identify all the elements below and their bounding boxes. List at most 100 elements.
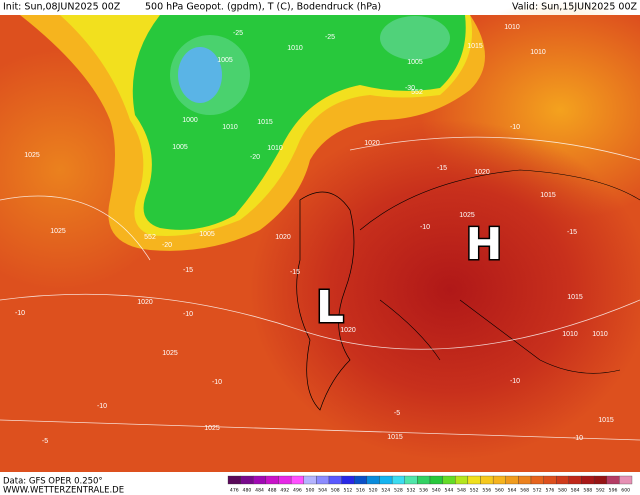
- init-time: Init: Sun,08JUN2025 00Z: [3, 2, 121, 13]
- colorbar-tick-label: 484: [255, 488, 264, 494]
- map-label: 1010: [222, 124, 238, 131]
- colorbar-cell: [619, 475, 633, 485]
- colorbar-tick-label: 588: [583, 488, 592, 494]
- colorbar-tick-label: 584: [571, 488, 580, 494]
- colorbar-cell: [354, 475, 368, 485]
- map-label: -20: [162, 242, 172, 249]
- colorbar-cell: [581, 475, 595, 485]
- map-label: -20: [250, 154, 260, 161]
- colorbar-tick-label: 480: [243, 488, 252, 494]
- colorbar-tick-label: 564: [508, 488, 517, 494]
- colorbar-tick-label: 548: [457, 488, 466, 494]
- map-label: -5: [394, 410, 400, 417]
- colorbar-tick-label: 556: [482, 488, 491, 494]
- colorbar-cell: [568, 475, 582, 485]
- map-label: 1005: [172, 144, 188, 151]
- colorbar-cell: [265, 475, 279, 485]
- colorbar-tick-label: 576: [546, 488, 555, 494]
- colorbar-tick-label: 560: [495, 488, 504, 494]
- map-label: -5: [42, 438, 48, 445]
- map-label: -15: [183, 267, 193, 274]
- map-label: -10: [510, 124, 520, 131]
- colorbar-cell: [404, 475, 418, 485]
- map-label: -10: [212, 379, 222, 386]
- colorbar-cell: [328, 475, 342, 485]
- colorbar-cell: [240, 475, 254, 485]
- colorbar-cell: [379, 475, 393, 485]
- high-pressure-marker: H: [466, 219, 503, 270]
- map-label: -25: [325, 34, 335, 41]
- map-label: 1000: [182, 117, 198, 124]
- colorbar-tick-label: 492: [280, 488, 289, 494]
- map-label: 1015: [257, 119, 273, 126]
- colorbar-tick-label: 540: [432, 488, 441, 494]
- map-label: -25: [233, 30, 243, 37]
- map-label: 1015: [567, 294, 583, 301]
- colorbar-cell: [556, 475, 570, 485]
- colorbar-tick-label: 532: [407, 488, 416, 494]
- map-label: 1020: [275, 234, 291, 241]
- colorbar-tick-label: 596: [609, 488, 618, 494]
- map-label: 1025: [459, 212, 475, 219]
- colorbar-cell: [442, 475, 456, 485]
- map-label: -10: [510, 378, 520, 385]
- map-label: 1020: [364, 140, 380, 147]
- colorbar-cell: [480, 475, 494, 485]
- colorbar-tick-label: 580: [558, 488, 567, 494]
- colorbar-cell: [606, 475, 620, 485]
- colorbar-cell: [316, 475, 330, 485]
- map-label: 1010: [530, 49, 546, 56]
- colorbar-cell: [391, 475, 405, 485]
- map-label: 1010: [592, 331, 608, 338]
- low-pressure-marker: L: [316, 282, 344, 333]
- colorbar-tick-label: 488: [268, 488, 277, 494]
- colorbar-cell: [593, 475, 607, 485]
- map-label: 1015: [540, 192, 556, 199]
- map-label: -10: [15, 310, 25, 317]
- map-label: -10: [183, 311, 193, 318]
- map-label: 1010: [287, 45, 303, 52]
- map-label: -30: [405, 85, 415, 92]
- map-label: -10: [573, 435, 583, 442]
- map-label: -10: [97, 403, 107, 410]
- map-label: 1015: [598, 417, 614, 424]
- colorbar-tick-label: 500: [306, 488, 315, 494]
- colorbar-tick-label: 536: [419, 488, 428, 494]
- data-source: Data: GFS OPER 0.250°: [3, 477, 103, 487]
- colorbar-tick-label: 572: [533, 488, 542, 494]
- colorbar-cell: [341, 475, 355, 485]
- colorbar-tick-label: 508: [331, 488, 340, 494]
- colorbar-cell: [492, 475, 506, 485]
- colorbar-cell: [290, 475, 304, 485]
- map-label: 1025: [162, 350, 178, 357]
- colorbar-cell: [518, 475, 532, 485]
- colorbar-cell: [505, 475, 519, 485]
- colorbar-cell: [543, 475, 557, 485]
- colorbar-tick-label: 568: [520, 488, 529, 494]
- colorbar-cell: [366, 475, 380, 485]
- map-label: 552: [144, 234, 156, 241]
- map-label: -10: [420, 224, 430, 231]
- colorbar-tick-label: 476: [230, 488, 239, 494]
- colorbar-tick-label: 512: [344, 488, 353, 494]
- colorbar-cell: [455, 475, 469, 485]
- colorbar-cell: [278, 475, 292, 485]
- map-label: 552: [411, 89, 423, 96]
- map-label: 1005: [199, 231, 215, 238]
- colorbar-cell: [227, 475, 241, 485]
- map-label: 1010: [504, 24, 520, 31]
- colorbar-cell: [530, 475, 544, 485]
- colorbar-tick-label: 496: [293, 488, 302, 494]
- map-label: 1015: [467, 43, 483, 50]
- colorbar-cell: [429, 475, 443, 485]
- colorbar-tick-label: 520: [369, 488, 378, 494]
- map-label: 1015: [387, 434, 403, 441]
- colorbar-tick-label: 600: [621, 488, 630, 494]
- colorbar-cell: [303, 475, 317, 485]
- map-label: -15: [567, 229, 577, 236]
- map-label: 1010: [267, 145, 283, 152]
- map-label: 1025: [24, 152, 40, 159]
- site-name: WWW.WETTERZENTRALE.DE: [3, 486, 124, 495]
- colorbar-tick-label: 592: [596, 488, 605, 494]
